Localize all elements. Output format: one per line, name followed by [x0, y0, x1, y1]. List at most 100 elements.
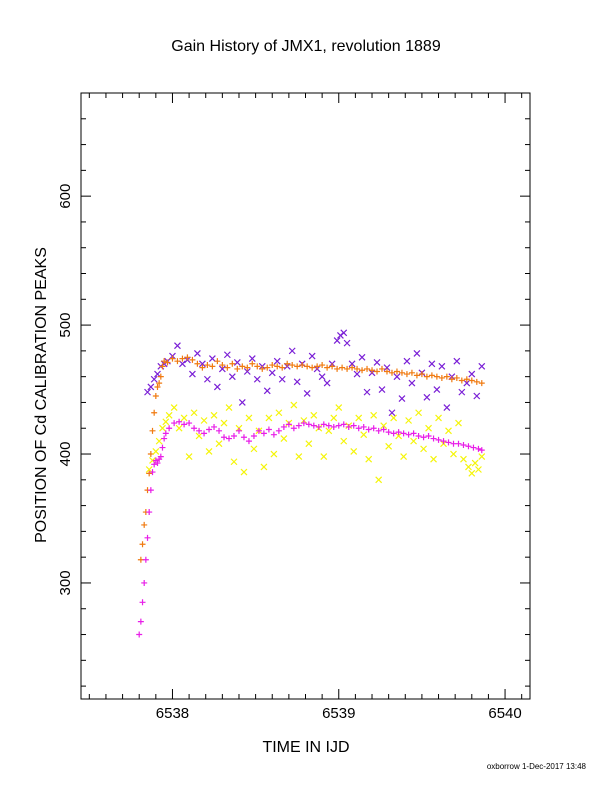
data-point: [403, 371, 410, 378]
data-point: [393, 368, 400, 375]
data-point: [230, 458, 238, 466]
data-point: [309, 364, 316, 371]
data-point: [238, 399, 246, 406]
data-point: [344, 365, 351, 372]
data-point: [205, 448, 213, 455]
data-point: [435, 436, 442, 443]
data-point: [470, 444, 477, 451]
credit-text: oxborrow 1-Dec-2017 13:48: [486, 762, 586, 771]
data-point: [308, 352, 316, 360]
data-point: [278, 375, 286, 383]
data-point: [274, 363, 281, 370]
data-point: [162, 430, 169, 437]
data-point: [378, 386, 386, 393]
data-point: [374, 368, 381, 375]
data-point: [370, 425, 377, 432]
data-point: [453, 374, 460, 381]
data-point: [234, 365, 241, 372]
data-point: [320, 453, 328, 461]
data-point: [410, 437, 418, 445]
data-point: [310, 422, 317, 429]
series-3: [136, 418, 485, 638]
data-point: [339, 364, 346, 371]
data-point: [230, 432, 237, 439]
data-point: [259, 365, 266, 372]
data-point: [284, 360, 291, 367]
data-point: [369, 367, 376, 374]
data-point: [415, 409, 423, 417]
data-point: [390, 430, 397, 437]
data-point: [358, 353, 366, 361]
data-point: [249, 360, 256, 367]
data-point: [440, 438, 447, 445]
axis-ticks: [81, 93, 530, 699]
data-point: [365, 426, 372, 433]
data-point: [139, 599, 146, 606]
data-point: [330, 423, 337, 430]
data-point: [194, 360, 201, 367]
data-point: [408, 369, 415, 376]
data-point: [250, 432, 257, 439]
data-point: [190, 409, 198, 417]
data-point: [360, 423, 367, 430]
data-point: [199, 364, 206, 371]
data-point: [280, 435, 288, 442]
data-point: [450, 450, 457, 458]
data-point: [375, 476, 383, 484]
data-point: [430, 435, 437, 442]
x-tick-label: 6540: [488, 705, 521, 722]
data-point: [395, 429, 402, 436]
data-point: [255, 427, 262, 434]
data-point: [229, 360, 236, 367]
data-point: [156, 380, 163, 387]
data-point: [214, 358, 221, 365]
data-point: [334, 365, 341, 372]
data-point: [428, 360, 436, 368]
data-point: [460, 455, 467, 463]
data-point: [280, 423, 287, 430]
data-point: [438, 374, 445, 381]
data-point: [300, 420, 307, 427]
data-point: [458, 377, 465, 384]
data-point: [329, 363, 336, 370]
data-point: [354, 365, 361, 372]
data-point: [465, 443, 472, 450]
data-point: [305, 421, 312, 428]
data-point: [240, 468, 248, 476]
data-point: [186, 420, 193, 427]
data-point: [385, 442, 393, 450]
data-point: [413, 372, 420, 379]
data-point: [189, 356, 196, 363]
data-point: [263, 387, 271, 395]
data-point: [268, 369, 276, 377]
data-point: [154, 383, 161, 390]
data-point: [245, 438, 252, 445]
data-point: [149, 469, 156, 476]
data-point: [159, 363, 166, 370]
data-point: [243, 368, 251, 375]
data-point: [443, 404, 451, 412]
series-1: [137, 354, 485, 563]
data-point: [206, 426, 213, 433]
data-point: [174, 358, 181, 365]
data-point: [478, 380, 485, 387]
data-point: [340, 421, 347, 428]
y-tick-label: 400: [57, 442, 74, 467]
data-point: [460, 441, 467, 448]
data-point: [320, 421, 327, 428]
data-point: [425, 424, 432, 432]
data-point: [445, 439, 452, 446]
data-point: [303, 389, 311, 397]
series-0: [144, 329, 486, 417]
data-point: [304, 363, 311, 370]
data-point: [290, 425, 297, 432]
data-point: [340, 329, 348, 337]
data-point: [380, 426, 387, 433]
data-point: [275, 409, 283, 417]
data-point: [388, 409, 396, 417]
data-point: [423, 373, 430, 380]
data-point: [318, 373, 326, 381]
data-point: [435, 414, 442, 422]
data-point: [365, 455, 373, 463]
data-point: [147, 383, 155, 391]
